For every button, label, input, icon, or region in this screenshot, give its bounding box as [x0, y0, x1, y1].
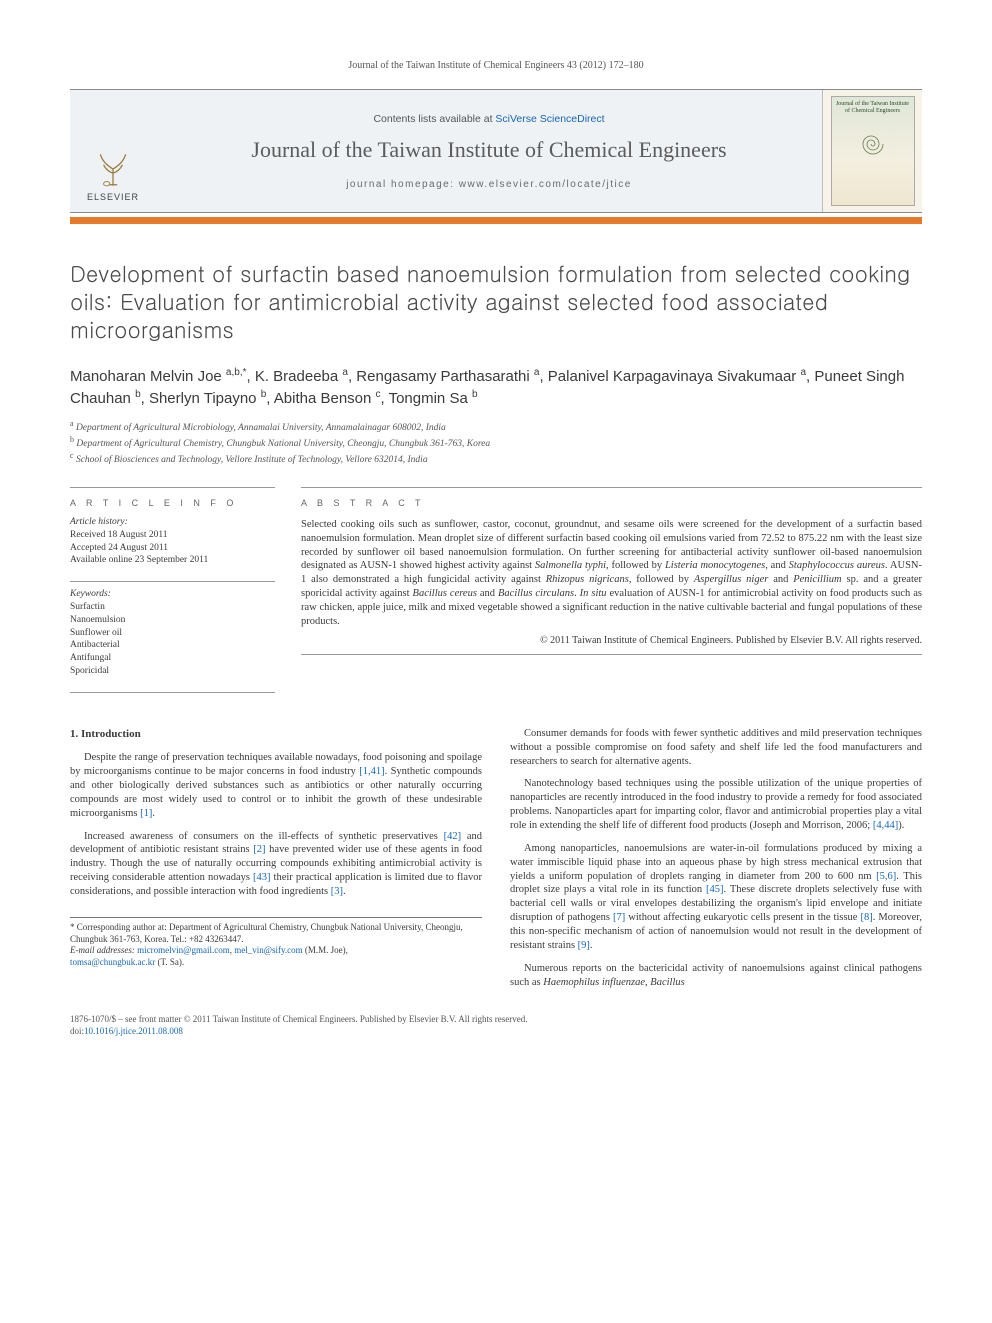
article-info-heading: A R T I C L E I N F O: [70, 487, 275, 508]
ref-link[interactable]: [1]: [140, 808, 152, 819]
affiliations: a Department of Agricultural Microbiolog…: [70, 419, 922, 467]
page-footer: 1876-1070/$ – see front matter © 2011 Ta…: [70, 1014, 922, 1037]
email-link-1[interactable]: micromelvin@gmail.com: [137, 945, 230, 955]
corr-author-line: * Corresponding author at: Department of…: [70, 922, 482, 945]
article-history-block: Article history: Received 18 August 2011…: [70, 516, 275, 567]
email1-suffix: (M.M. Joe),: [303, 945, 348, 955]
keywords-block: Keywords: SurfactinNanoemulsionSunflower…: [70, 588, 275, 678]
affil-a: a Department of Agricultural Microbiolog…: [70, 419, 922, 435]
author-list: Manoharan Melvin Joe a,b,*, K. Bradeeba …: [70, 366, 922, 409]
section-1-heading: 1. Introduction: [70, 727, 482, 742]
journal-cover-cell: Journal of the Taiwan Institute of Chemi…: [822, 90, 922, 212]
abstract-column: A B S T R A C T Selected cooking oils su…: [301, 487, 922, 699]
history-accepted: Accepted 24 August 2011: [70, 542, 275, 555]
email-label: E-mail addresses:: [70, 945, 135, 955]
email-line-2: tomsa@chungbuk.ac.kr (T. Sa).: [70, 957, 482, 969]
footer-doi: doi:10.1016/j.jtice.2011.08.008: [70, 1026, 922, 1038]
intro-p1: Despite the range of preservation techni…: [70, 751, 482, 820]
keyword-item: Surfactin: [70, 601, 275, 614]
ref-link[interactable]: [5,6]: [876, 871, 896, 882]
journal-homepage-line: journal homepage: www.elsevier.com/locat…: [346, 179, 632, 190]
journal-header-band: ELSEVIER Contents lists available at Sci…: [70, 89, 922, 213]
ref-link[interactable]: [4,44]: [873, 820, 898, 831]
ref-link[interactable]: [8]: [861, 912, 873, 923]
ref-link[interactable]: [43]: [253, 872, 271, 883]
email-link-3[interactable]: tomsa@chungbuk.ac.kr: [70, 957, 155, 967]
ref-link[interactable]: [2]: [253, 844, 265, 855]
corresponding-footnote: * Corresponding author at: Department of…: [70, 917, 482, 969]
running-head: Journal of the Taiwan Institute of Chemi…: [70, 60, 922, 71]
elsevier-tree-icon: [92, 148, 134, 190]
email-link-2[interactable]: mel_vin@sify.com: [234, 945, 302, 955]
footer-copyright: 1876-1070/$ – see front matter © 2011 Ta…: [70, 1014, 922, 1026]
ref-link[interactable]: [9]: [578, 940, 590, 951]
body-two-columns: 1. Introduction Despite the range of pre…: [70, 727, 922, 999]
keyword-item: Nanoemulsion: [70, 614, 275, 627]
cover-spiral-icon: [853, 124, 893, 164]
doi-prefix: doi:: [70, 1026, 84, 1036]
email-line: E-mail addresses: micromelvin@gmail.com,…: [70, 945, 482, 957]
affil-c: c School of Biosciences and Technology, …: [70, 451, 922, 467]
abstract-heading: A B S T R A C T: [301, 487, 922, 508]
abstract-copyright: © 2011 Taiwan Institute of Chemical Engi…: [301, 635, 922, 646]
keyword-item: Sporicidal: [70, 665, 275, 678]
contents-pre-text: Contents lists available at: [373, 113, 495, 125]
info-divider: [70, 581, 275, 582]
abstract-text: Selected cooking oils such as sunflower,…: [301, 518, 922, 629]
affil-b: b Department of Agricultural Chemistry, …: [70, 435, 922, 451]
intro-p6: Numerous reports on the bactericidal act…: [510, 962, 922, 990]
keywords-list: SurfactinNanoemulsionSunflower oilAntiba…: [70, 601, 275, 678]
ref-link[interactable]: [45]: [706, 884, 724, 895]
sciencedirect-link[interactable]: SciVerse ScienceDirect: [495, 113, 604, 125]
article-title: Development of surfactin based nanoemuls…: [70, 260, 922, 344]
ref-link[interactable]: [42]: [444, 831, 462, 842]
keywords-label: Keywords:: [70, 588, 275, 601]
keyword-item: Antifungal: [70, 652, 275, 665]
elsevier-wordmark: ELSEVIER: [87, 192, 139, 202]
intro-p5: Among nanoparticles, nanoemulsions are w…: [510, 842, 922, 953]
publisher-logo-cell: ELSEVIER: [70, 90, 156, 212]
ref-link[interactable]: [7]: [613, 912, 625, 923]
keyword-item: Antibacterial: [70, 639, 275, 652]
intro-p2: Increased awareness of consumers on the …: [70, 830, 482, 899]
abstract-bottom-rule: [301, 654, 922, 655]
article-info-column: A R T I C L E I N F O Article history: R…: [70, 487, 275, 699]
info-divider-2: [70, 692, 275, 693]
history-label: Article history:: [70, 516, 275, 529]
ref-link[interactable]: [1,41]: [359, 766, 384, 777]
accent-bar: [70, 217, 922, 224]
journal-name: Journal of the Taiwan Institute of Chemi…: [251, 137, 726, 163]
email2-suffix: (T. Sa).: [155, 957, 184, 967]
ref-link[interactable]: [3]: [331, 886, 343, 897]
contents-available-line: Contents lists available at SciVerse Sci…: [373, 113, 604, 125]
history-received: Received 18 August 2011: [70, 529, 275, 542]
intro-p4: Nanotechnology based techniques using th…: [510, 777, 922, 832]
elsevier-logo: ELSEVIER: [87, 148, 139, 202]
keyword-item: Sunflower oil: [70, 627, 275, 640]
doi-link[interactable]: 10.1016/j.jtice.2011.08.008: [84, 1026, 183, 1036]
history-online: Available online 23 September 2011: [70, 554, 275, 567]
journal-cover-thumb: Journal of the Taiwan Institute of Chemi…: [831, 96, 915, 206]
intro-p3: Consumer demands for foods with fewer sy…: [510, 727, 922, 769]
cover-title: Journal of the Taiwan Institute of Chemi…: [836, 101, 910, 114]
